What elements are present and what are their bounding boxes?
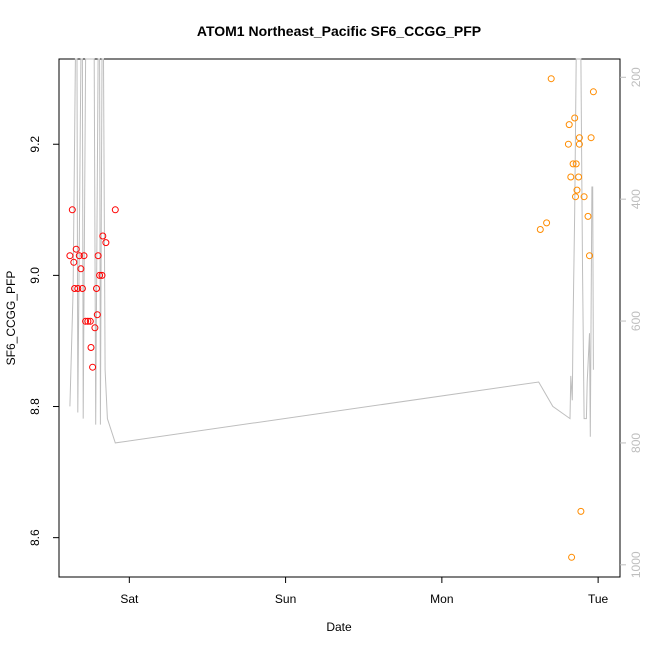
data-point (577, 507, 585, 515)
data-point (102, 239, 110, 247)
data-point (543, 219, 551, 227)
altitude-axis: 200 400 600 800 1000 (620, 67, 643, 578)
data-point (93, 311, 101, 319)
data-point (71, 285, 79, 292)
y-axis-label: SF6_CCGG_PFP (4, 271, 18, 366)
data-point (536, 226, 544, 233)
y-tick-label: 9.2 (28, 136, 42, 153)
x-tick-label: Tue (588, 592, 609, 606)
data-point (66, 252, 74, 260)
x-tick-label: Sun (275, 592, 296, 606)
data-point (571, 114, 579, 122)
data-point (573, 186, 581, 194)
data-point (80, 252, 88, 260)
data-point (586, 252, 593, 260)
data-point (572, 160, 580, 168)
data-point (589, 88, 597, 96)
data-point (547, 75, 555, 83)
altitude-tick-label: 400 (629, 189, 643, 209)
y-tick-label: 9.0 (28, 267, 42, 284)
data-point (580, 193, 588, 201)
altitude-layer (69, 58, 594, 444)
data-point (77, 265, 85, 273)
data-point (74, 285, 82, 292)
data-point (98, 271, 106, 279)
data-point (87, 344, 95, 351)
data-point (82, 317, 90, 325)
data-point (96, 271, 104, 279)
points-layer (66, 75, 597, 561)
altitude-tick-label: 600 (629, 311, 643, 331)
data-point (91, 324, 99, 332)
data-point (99, 232, 107, 240)
data-point (70, 258, 78, 266)
chart-title: ATOM1 Northeast_Pacific SF6_CCGG_PFP (197, 23, 481, 39)
x-axis-label: Date (326, 620, 352, 634)
plot-frame (58, 58, 621, 578)
data-point (111, 206, 119, 214)
altitude-tick-label: 800 (629, 433, 643, 453)
data-point (564, 140, 572, 148)
data-point (89, 363, 97, 371)
data-point (93, 285, 100, 292)
y-axis: 8.6 8.8 9.0 9.2 (28, 136, 59, 546)
altitude-tick-label: 200 (629, 67, 643, 87)
data-point (72, 245, 80, 253)
y-tick-label: 8.6 (28, 529, 42, 546)
x-axis: Sat Sun Mon Tue (120, 577, 609, 606)
y-tick-label: 8.8 (28, 398, 42, 415)
data-point (587, 134, 595, 142)
data-point (572, 193, 579, 201)
data-point (569, 160, 577, 168)
data-point (78, 285, 86, 292)
data-point (84, 317, 92, 325)
data-point (568, 553, 576, 561)
data-point (68, 206, 76, 214)
data-point (567, 173, 575, 181)
data-point (575, 173, 583, 181)
data-point (94, 252, 102, 260)
altitude-line (69, 58, 594, 444)
data-point (575, 140, 583, 148)
data-point (584, 212, 592, 220)
data-point (75, 252, 83, 260)
x-tick-label: Sat (120, 592, 139, 606)
x-tick-label: Mon (430, 592, 453, 606)
data-point (565, 121, 573, 129)
data-point (86, 317, 94, 325)
altitude-tick-label: 1000 (629, 551, 643, 578)
